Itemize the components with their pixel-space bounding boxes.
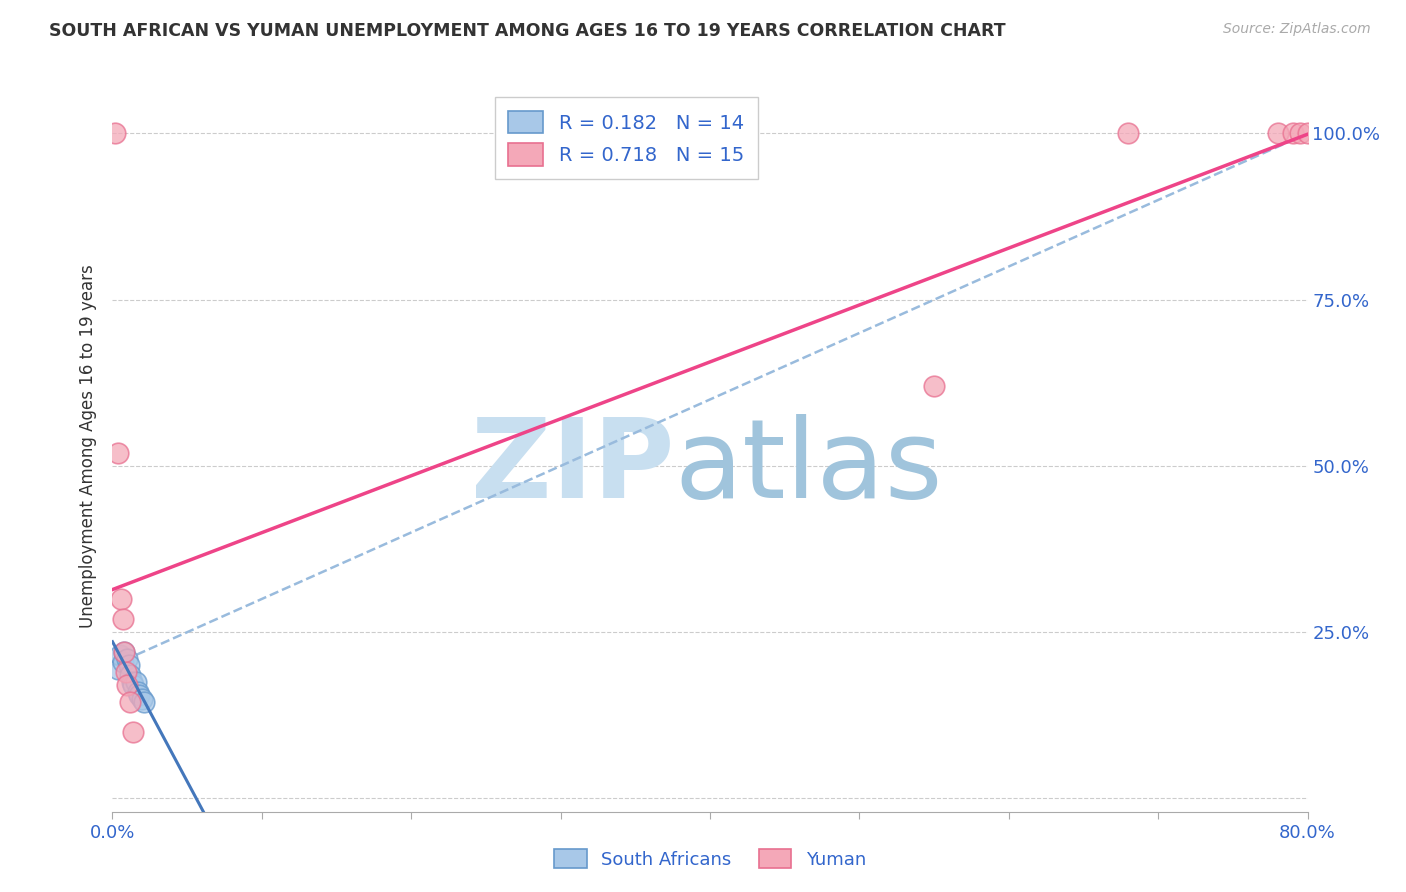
Point	[117, 678, 139, 692]
Point	[104, 127, 127, 141]
Point	[115, 665, 138, 679]
Point	[111, 655, 134, 669]
Point	[114, 645, 135, 659]
Point	[1296, 127, 1319, 141]
Text: Source: ZipAtlas.com: Source: ZipAtlas.com	[1223, 22, 1371, 37]
Legend: South Africans, Yuman: South Africans, Yuman	[547, 842, 873, 876]
Y-axis label: Unemployment Among Ages 16 to 19 years: Unemployment Among Ages 16 to 19 years	[79, 264, 97, 628]
Point	[110, 591, 132, 606]
Point	[107, 445, 129, 459]
Point	[128, 689, 150, 703]
Point	[125, 675, 148, 690]
Point	[107, 662, 129, 676]
Point	[131, 691, 153, 706]
Point	[122, 725, 145, 739]
Point	[922, 379, 945, 393]
Point	[127, 685, 149, 699]
Text: SOUTH AFRICAN VS YUMAN UNEMPLOYMENT AMONG AGES 16 TO 19 YEARS CORRELATION CHART: SOUTH AFRICAN VS YUMAN UNEMPLOYMENT AMON…	[49, 22, 1005, 40]
Point	[121, 675, 143, 690]
Point	[132, 695, 155, 709]
Point	[1289, 127, 1312, 141]
Point	[114, 645, 135, 659]
Text: ZIP: ZIP	[471, 415, 675, 522]
Point	[1118, 127, 1140, 141]
Point	[111, 612, 134, 626]
Text: atlas: atlas	[675, 415, 942, 522]
Point	[122, 678, 145, 692]
Point	[1281, 127, 1303, 141]
Point	[1267, 127, 1289, 141]
Point	[120, 668, 142, 682]
Point	[120, 695, 142, 709]
Point	[108, 648, 131, 663]
Point	[117, 652, 139, 666]
Point	[118, 658, 141, 673]
